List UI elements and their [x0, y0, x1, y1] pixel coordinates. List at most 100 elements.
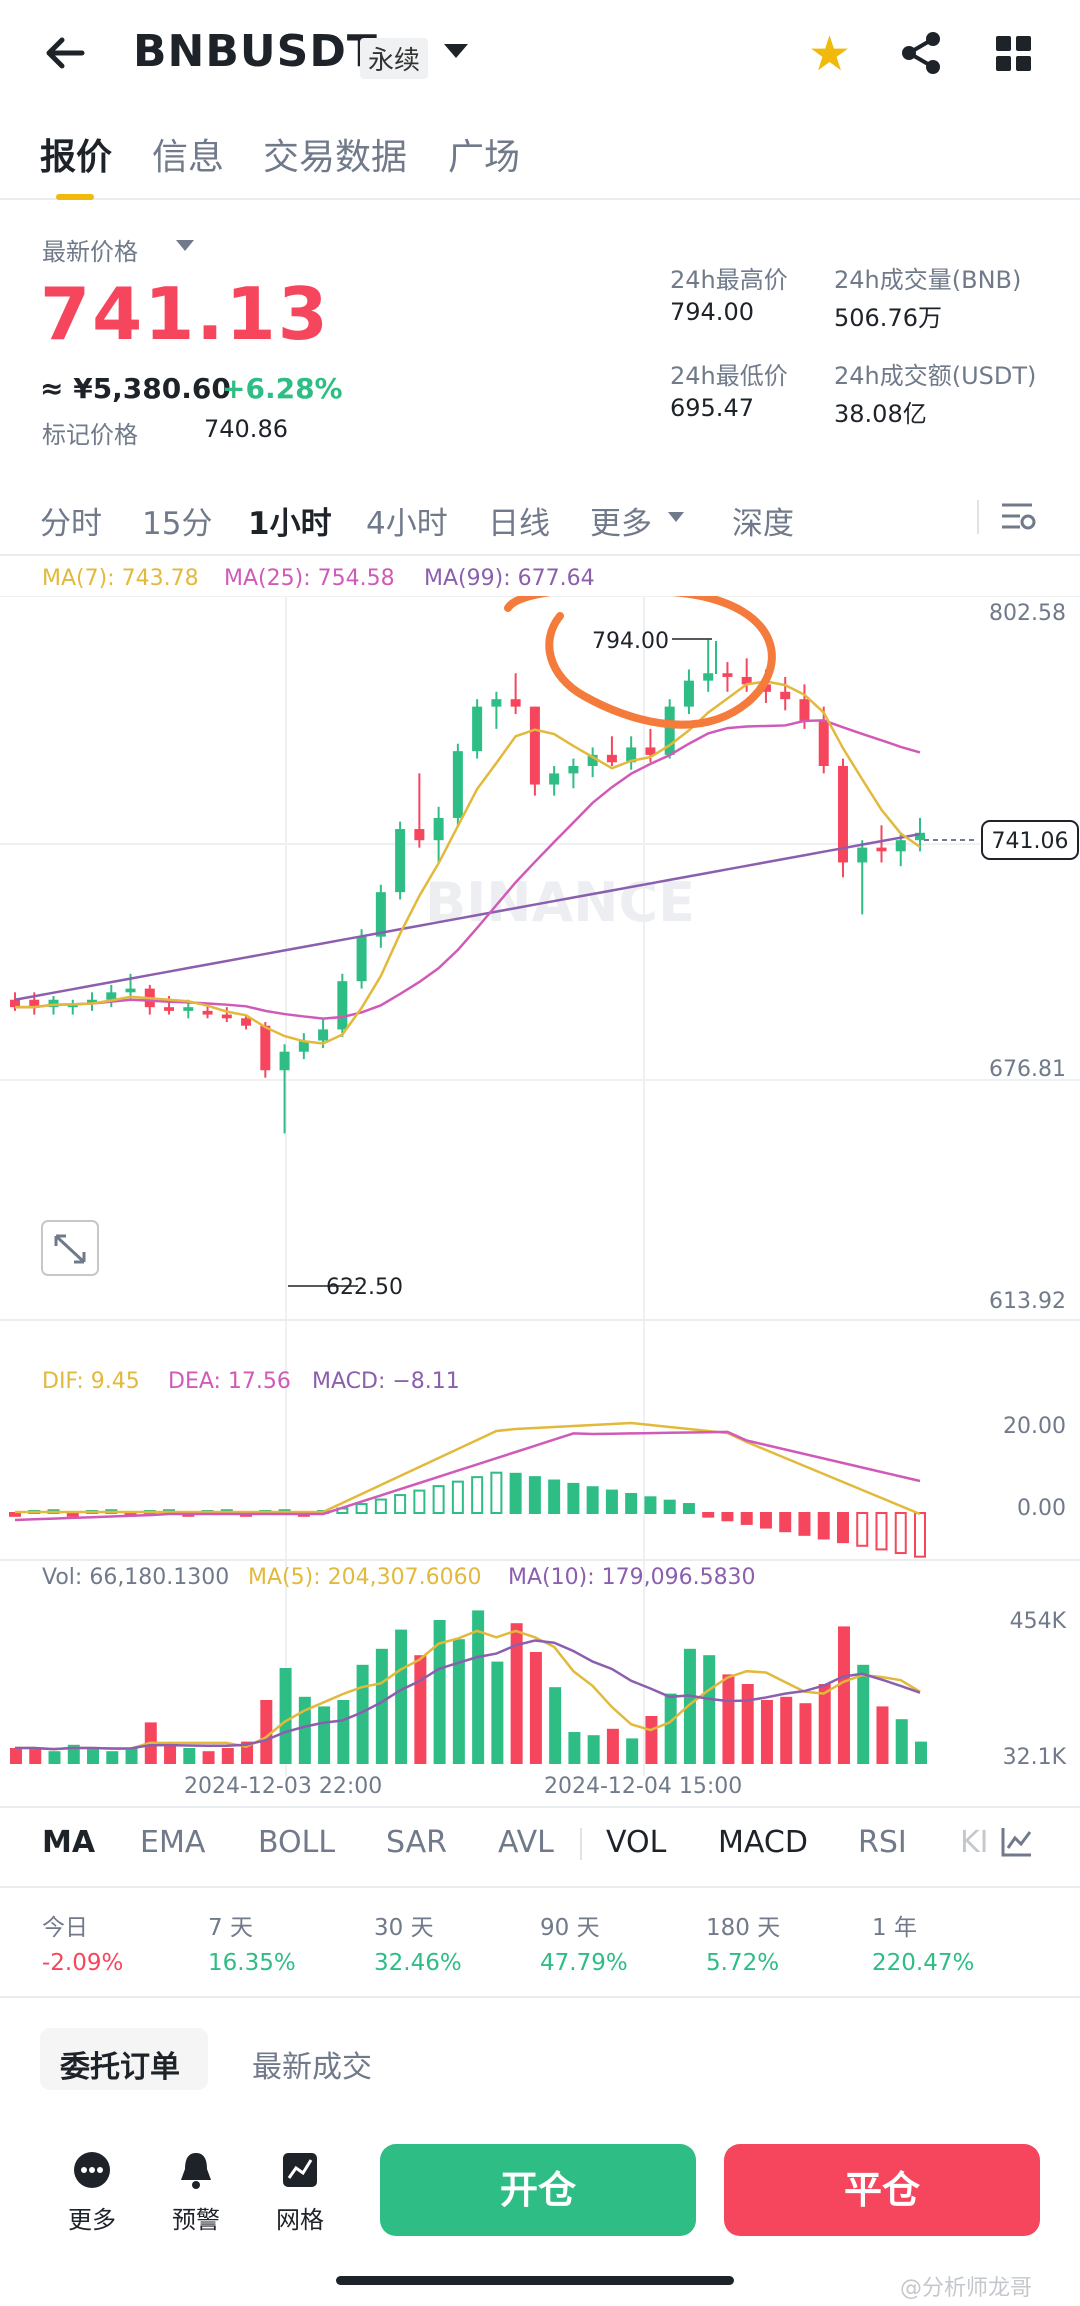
tab-square[interactable]: 广场 — [448, 137, 521, 178]
candle-body — [741, 676, 752, 685]
volume-bar — [876, 1706, 889, 1764]
perf-label: 7 天 — [208, 1915, 253, 1941]
grid-bot-label: 网格 — [276, 2206, 324, 2234]
macd-bar — [894, 1512, 907, 1555]
volume-bar — [837, 1626, 850, 1764]
chevron-down-icon[interactable] — [668, 512, 684, 522]
high-value: 794.00 — [670, 298, 754, 326]
perf-value: 16.35% — [208, 1950, 296, 1976]
candle-body — [356, 936, 367, 982]
high-marker: 794.00 — [592, 629, 669, 654]
macd-bar — [490, 1471, 503, 1514]
star-icon[interactable]: ★ — [808, 26, 852, 82]
candlestick-chart[interactable]: BINANCE 794.00 622.50 741.06 802.58 676.… — [0, 596, 1080, 1776]
tf-1h[interactable]: 1小时 — [248, 506, 332, 542]
tf-depth[interactable]: 深度 — [732, 506, 794, 542]
indicator-settings-icon[interactable] — [1000, 1826, 1034, 1858]
indicator-kdj[interactable]: KI — [960, 1825, 989, 1860]
indicator-boll[interactable]: BOLL — [258, 1825, 336, 1860]
macd-bar — [702, 1512, 715, 1518]
candle-body — [106, 992, 117, 1000]
volume-bar — [626, 1738, 639, 1764]
volume-bar — [606, 1728, 619, 1764]
alert-button[interactable]: 预警 — [156, 2150, 236, 2235]
volume-bar — [414, 1655, 427, 1764]
volume-bar — [125, 1748, 138, 1764]
candle-body — [241, 1018, 252, 1026]
contract-type-badge: 永续 — [360, 38, 429, 79]
share-icon[interactable] — [898, 30, 944, 76]
candle-body — [818, 721, 829, 766]
grid-bot-icon — [283, 2153, 317, 2187]
volume-bar — [741, 1684, 754, 1764]
axis-label: 613.92 — [989, 1289, 1066, 1314]
volume-bar — [645, 1716, 658, 1764]
macd-bar — [817, 1512, 830, 1540]
macd-bar — [875, 1512, 888, 1551]
indicator-vol[interactable]: VOL — [606, 1825, 667, 1860]
more-icon — [74, 2152, 110, 2188]
indicator-ema[interactable]: EMA — [140, 1825, 206, 1860]
alert-label: 预警 — [172, 2206, 220, 2234]
macd-bar — [413, 1489, 426, 1514]
volume-bar — [703, 1655, 716, 1764]
tab-trading-data[interactable]: 交易数据 — [263, 137, 408, 178]
divider — [0, 1886, 1080, 1888]
expand-icon[interactable] — [41, 1220, 99, 1276]
tab-open-orders[interactable]: 委托订单 — [60, 2050, 180, 2085]
indicator-ma[interactable]: MA — [42, 1825, 96, 1860]
active-tab-indicator — [56, 194, 94, 200]
grid-bot-button[interactable]: 网格 — [260, 2150, 340, 2235]
vol-ma5-legend: MA(5): 204,307.6060 — [248, 1565, 482, 1590]
volume-bar — [664, 1693, 677, 1764]
header: BNBUSDT 永续 ★ — [0, 0, 1080, 110]
macd-bar — [605, 1489, 618, 1514]
candle-body — [10, 999, 20, 1008]
volume-bar — [87, 1748, 100, 1764]
candle-body — [221, 1014, 232, 1019]
dea-legend: DEA: 17.56 — [168, 1369, 291, 1394]
candle-body — [664, 706, 675, 755]
candle-body — [164, 1007, 175, 1011]
back-arrow-icon[interactable] — [40, 28, 90, 78]
macd-bar — [663, 1499, 676, 1514]
candle-body — [183, 1007, 194, 1011]
vol-usdt-value: 38.08亿 — [834, 400, 927, 428]
volume-bar — [760, 1700, 773, 1764]
open-position-button[interactable]: 开仓 — [380, 2144, 696, 2236]
chevron-down-icon[interactable] — [176, 240, 194, 251]
indicator-rsi[interactable]: RSI — [858, 1825, 907, 1860]
candle-body — [29, 999, 40, 1008]
volume-bar — [472, 1610, 485, 1764]
tf-more[interactable]: 更多 — [590, 506, 652, 542]
macd-legend: MACD: −8.11 — [312, 1369, 460, 1394]
candle-body — [857, 847, 868, 863]
chart-settings-icon[interactable] — [1000, 500, 1036, 534]
grid-icon[interactable] — [996, 36, 1032, 72]
symbol-title[interactable]: BNBUSDT — [133, 26, 378, 77]
perf-value: 32.46% — [374, 1950, 462, 1976]
macd-bar — [836, 1512, 849, 1544]
tf-4h[interactable]: 4小时 — [366, 506, 448, 542]
tf-timeshare[interactable]: 分时 — [40, 506, 102, 542]
volume-bar — [279, 1668, 292, 1764]
candle-body — [260, 1025, 271, 1071]
macd-bar — [721, 1512, 734, 1522]
volume-bar — [568, 1732, 581, 1764]
tf-1d[interactable]: 日线 — [488, 506, 550, 542]
more-button[interactable]: 更多 — [52, 2150, 132, 2235]
candle-body — [895, 840, 906, 852]
tab-info[interactable]: 信息 — [152, 137, 225, 178]
tab-latest-trades[interactable]: 最新成交 — [252, 2050, 372, 2085]
tf-15m[interactable]: 15分 — [142, 506, 213, 542]
watermark-text: @分析师龙哥 — [900, 2276, 1033, 2301]
tab-quote[interactable]: 报价 — [40, 137, 113, 178]
macd-bar — [374, 1498, 387, 1514]
indicator-macd[interactable]: MACD — [718, 1825, 808, 1860]
chevron-down-icon[interactable] — [444, 44, 468, 58]
indicator-avl[interactable]: AVL — [498, 1825, 554, 1860]
perf-value: 47.79% — [540, 1950, 628, 1976]
close-position-button[interactable]: 平仓 — [724, 2144, 1040, 2236]
macd-bar — [432, 1485, 445, 1514]
indicator-sar[interactable]: SAR — [386, 1825, 447, 1860]
